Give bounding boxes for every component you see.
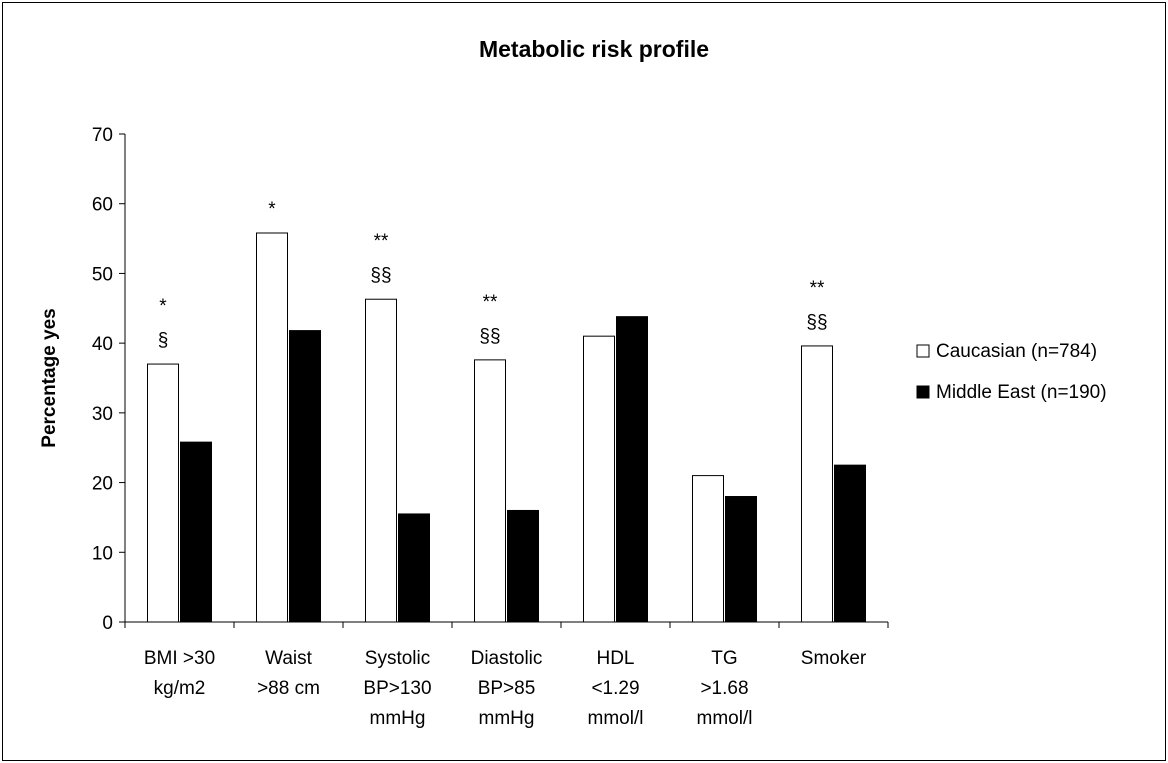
- x-category-label: kg/m2: [154, 678, 206, 699]
- bar-caucasian: [801, 345, 833, 623]
- x-category-label: TG: [711, 648, 737, 669]
- significance-marker: §§: [806, 312, 827, 333]
- legend-swatch: [916, 344, 930, 358]
- x-category-label: mmol/l: [697, 708, 753, 729]
- significance-marker: *: [159, 296, 167, 317]
- x-category-label: Diastolic: [471, 648, 543, 669]
- bar-middle-east: [834, 464, 866, 623]
- y-tick-label: 0: [102, 613, 113, 634]
- bar-caucasian: [147, 363, 179, 623]
- significance-marker: §§: [370, 265, 391, 286]
- bar-middle-east: [289, 330, 321, 623]
- y-tick-label: 50: [92, 264, 113, 285]
- bar-caucasian: [692, 475, 724, 623]
- x-category-label: mmHg: [479, 708, 535, 729]
- y-tick-label: 70: [92, 125, 113, 146]
- x-category-label: mmol/l: [588, 708, 644, 729]
- x-category-label: BMI >30: [144, 648, 215, 669]
- y-tick-label: 40: [92, 334, 113, 355]
- bar-middle-east: [725, 496, 757, 623]
- significance-marker: §: [158, 330, 169, 351]
- bar-caucasian: [474, 359, 506, 623]
- y-tick-label: 60: [92, 195, 113, 216]
- x-category-label: BP>85: [478, 678, 536, 699]
- bar-caucasian: [256, 232, 288, 623]
- bar-middle-east: [616, 316, 648, 623]
- legend-label: Caucasian (n=784): [936, 341, 1097, 362]
- legend-label: Middle East (n=190): [936, 382, 1107, 403]
- y-axis-label: Percentage yes: [39, 308, 60, 447]
- significance-marker: **: [810, 278, 825, 299]
- bar-middle-east: [398, 513, 430, 623]
- bar-caucasian: [583, 335, 615, 623]
- x-category-label: Systolic: [365, 648, 430, 669]
- y-tick-label: 30: [92, 404, 113, 425]
- significance-marker: **: [483, 292, 498, 313]
- chart-title: Metabolic risk profile: [479, 36, 709, 62]
- x-category-label: Waist: [265, 648, 313, 669]
- x-category-label: <1.29: [591, 678, 639, 699]
- x-category-label: >88 cm: [257, 678, 320, 699]
- significance-marker: §§: [479, 326, 500, 347]
- bar-caucasian: [365, 298, 397, 623]
- significance-marker: **: [374, 231, 389, 252]
- x-category-label: HDL: [596, 648, 634, 669]
- x-category-label: >1.68: [700, 678, 748, 699]
- y-tick-label: 20: [92, 474, 113, 495]
- significance-marker: *: [268, 199, 276, 220]
- x-category-label: Smoker: [801, 648, 867, 669]
- bar-middle-east: [180, 441, 212, 623]
- legend-swatch: [916, 385, 930, 399]
- x-category-label: BP>130: [363, 678, 431, 699]
- x-category-label: mmHg: [370, 708, 426, 729]
- bar-middle-east: [507, 509, 539, 623]
- y-tick-label: 10: [92, 543, 113, 564]
